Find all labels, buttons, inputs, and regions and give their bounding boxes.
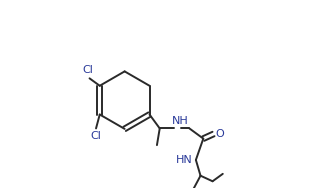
Text: HN: HN xyxy=(176,155,193,165)
Text: Cl: Cl xyxy=(82,65,93,75)
Text: O: O xyxy=(215,129,224,139)
Text: Cl: Cl xyxy=(90,131,101,141)
Text: NH: NH xyxy=(172,116,189,126)
